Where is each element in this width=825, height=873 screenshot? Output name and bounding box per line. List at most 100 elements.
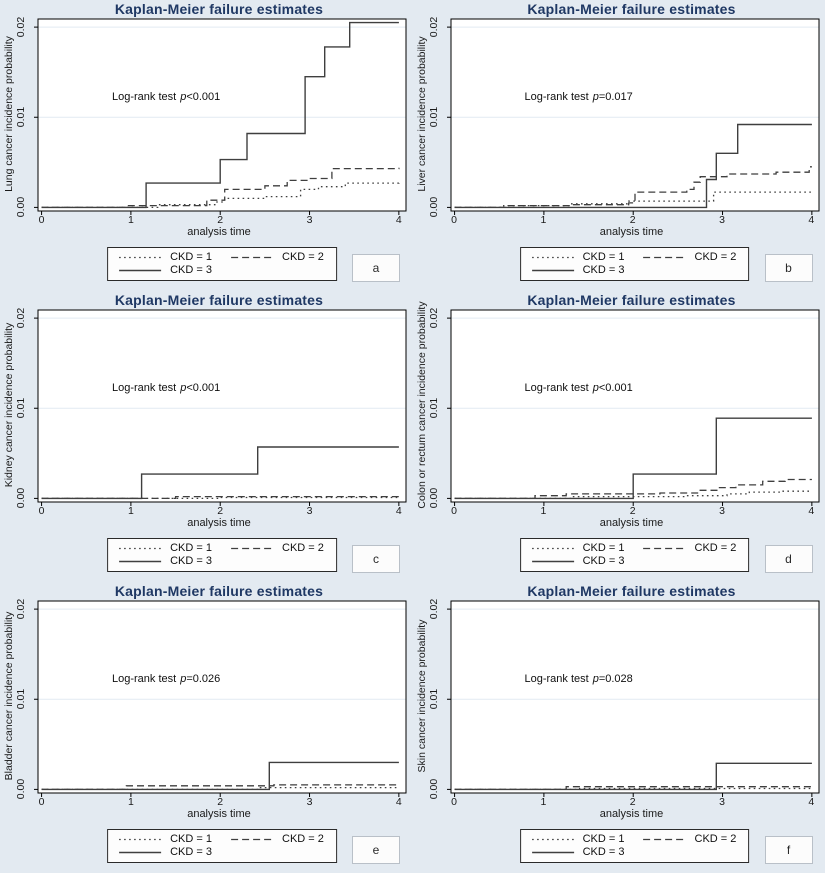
legend-label: CKD = 1 — [170, 251, 212, 263]
p-symbol: p — [592, 673, 599, 685]
km-panel-a: Kaplan-Meier failure estimates Lung canc… — [0, 0, 413, 291]
y-tick-label: 0.01 — [427, 107, 440, 128]
plot-area — [446, 18, 819, 215]
p-value: <0.001 — [186, 382, 221, 394]
solid-line-sample — [118, 557, 162, 566]
legend-item-ckd3: CKD = 3 — [118, 555, 212, 567]
p-symbol: p — [180, 91, 187, 103]
y-tick-label: 0.02 — [15, 307, 27, 329]
km-panel-f: Kaplan-Meier failure estimates Skin canc… — [413, 582, 825, 873]
dashed-line-sample — [230, 544, 274, 553]
y-axis-label: Lung cancer incidence probability — [3, 36, 15, 192]
y-tick-label: 0.00 — [15, 779, 27, 800]
plot-area — [34, 309, 407, 506]
panel-letter-badge: e — [352, 836, 400, 864]
log-rank-annotation: Log-rank test p=0.017 — [525, 91, 633, 103]
chart-title: Kaplan-Meier failure estimates — [527, 583, 736, 599]
annotation-prefix: Log-rank test — [524, 673, 589, 685]
chart-title: Kaplan-Meier failure estimates — [114, 292, 324, 308]
km-panel-d: Kaplan-Meier failure estimates Colon or … — [413, 291, 825, 582]
legend-item-ckd3: CKD = 3 — [531, 846, 625, 858]
log-rank-annotation: Log-rank test p=0.028 — [525, 673, 633, 685]
legend-label: CKD = 3 — [170, 555, 212, 567]
x-axis-label: analysis time — [187, 808, 251, 820]
x-tick-label: 0 — [38, 505, 45, 517]
x-axis-label: analysis time — [599, 808, 664, 820]
x-tick-label: 1 — [127, 505, 134, 517]
p-value: <0.001 — [186, 91, 221, 103]
x-tick-label: 0 — [38, 796, 45, 808]
solid-line-sample — [531, 266, 575, 275]
dashed-line-sample — [643, 835, 687, 844]
legend-label: CKD = 1 — [170, 833, 212, 845]
legend-label: CKD = 3 — [582, 555, 625, 567]
km-panel-c: Kaplan-Meier failure estimates Kidney ca… — [0, 291, 413, 582]
legend-item-ckd2: CKD = 2 — [230, 833, 324, 845]
y-axis-label: Kidney cancer incidence probability — [3, 322, 15, 488]
km-panel-e: Kaplan-Meier failure estimates Bladder c… — [0, 582, 413, 873]
panel-letter-badge: a — [352, 254, 400, 282]
p-symbol: p — [180, 673, 187, 685]
p-value: =0.028 — [598, 673, 633, 685]
x-tick-label: 4 — [395, 505, 402, 517]
annotation-prefix: Log-rank test — [112, 382, 177, 394]
x-tick-label: 1 — [127, 214, 134, 226]
annotation-prefix: Log-rank test — [524, 91, 589, 103]
y-tick-label: 0.02 — [15, 598, 27, 620]
x-axis-label: analysis time — [187, 226, 251, 238]
legend-label: CKD = 3 — [582, 264, 625, 276]
legend-item-ckd1: CKD = 1 — [531, 833, 625, 845]
legend-item-ckd3: CKD = 3 — [531, 555, 625, 567]
legend-label: CKD = 1 — [582, 833, 625, 845]
annotation-prefix: Log-rank test — [524, 382, 589, 394]
legend-item-ckd2: CKD = 2 — [643, 833, 736, 845]
log-rank-annotation: Log-rank test p<0.001 — [112, 91, 220, 103]
y-tick-label: 0.00 — [427, 197, 440, 218]
legend: CKD = 1 CKD = 2 CKD = 3 — [107, 538, 337, 572]
y-tick-label: 0.02 — [15, 16, 27, 38]
x-tick-label: 4 — [808, 796, 815, 808]
x-tick-label: 0 — [451, 505, 457, 517]
x-tick-label: 2 — [629, 505, 636, 517]
legend-label: CKD = 1 — [582, 542, 625, 554]
log-rank-annotation: Log-rank test p<0.001 — [525, 382, 633, 394]
x-tick-label: 3 — [719, 505, 725, 517]
legend-item-ckd1: CKD = 1 — [118, 251, 212, 263]
legend-item-ckd2: CKD = 2 — [230, 251, 324, 263]
y-tick-label: 0.02 — [427, 307, 440, 329]
y-tick-label: 0.00 — [427, 488, 440, 509]
y-tick-label: 0.01 — [427, 689, 440, 710]
x-tick-label: 4 — [395, 796, 402, 808]
dashed-line-sample — [643, 544, 687, 553]
legend-label: CKD = 3 — [170, 264, 212, 276]
legend-item-ckd2: CKD = 2 — [230, 542, 324, 554]
y-tick-label: 0.01 — [15, 398, 27, 419]
y-tick-label: 0.01 — [427, 398, 440, 419]
y-axis-label: Skin cancer incidence probability — [415, 619, 428, 773]
x-tick-label: 3 — [306, 505, 313, 517]
y-axis-label: Bladder cancer incidence probability — [3, 611, 15, 781]
chart-title: Kaplan-Meier failure estimates — [114, 1, 324, 17]
legend-label: CKD = 1 — [582, 251, 625, 263]
x-axis-label: analysis time — [599, 517, 664, 529]
plot-area — [34, 18, 407, 215]
x-tick-label: 1 — [127, 796, 134, 808]
x-axis-label: analysis time — [599, 226, 664, 238]
legend: CKD = 1 CKD = 2 CKD = 3 — [107, 247, 337, 281]
legend-item-ckd1: CKD = 1 — [531, 251, 625, 263]
legend-item-ckd3: CKD = 3 — [531, 264, 625, 276]
dashed-line-sample — [230, 835, 274, 844]
dotted-line-sample — [118, 544, 162, 553]
x-tick-label: 0 — [451, 796, 457, 808]
p-symbol: p — [180, 382, 187, 394]
chart-title: Kaplan-Meier failure estimates — [114, 583, 324, 599]
km-panel-b: Kaplan-Meier failure estimates Liver can… — [413, 0, 825, 291]
x-tick-label: 3 — [719, 796, 725, 808]
x-tick-label: 1 — [540, 214, 547, 226]
legend: CKD = 1 CKD = 2 CKD = 3 — [519, 829, 750, 863]
x-tick-label: 1 — [540, 505, 547, 517]
solid-line-sample — [118, 266, 162, 275]
x-tick-label: 2 — [217, 796, 224, 808]
legend: CKD = 1 CKD = 2 CKD = 3 — [519, 247, 750, 281]
